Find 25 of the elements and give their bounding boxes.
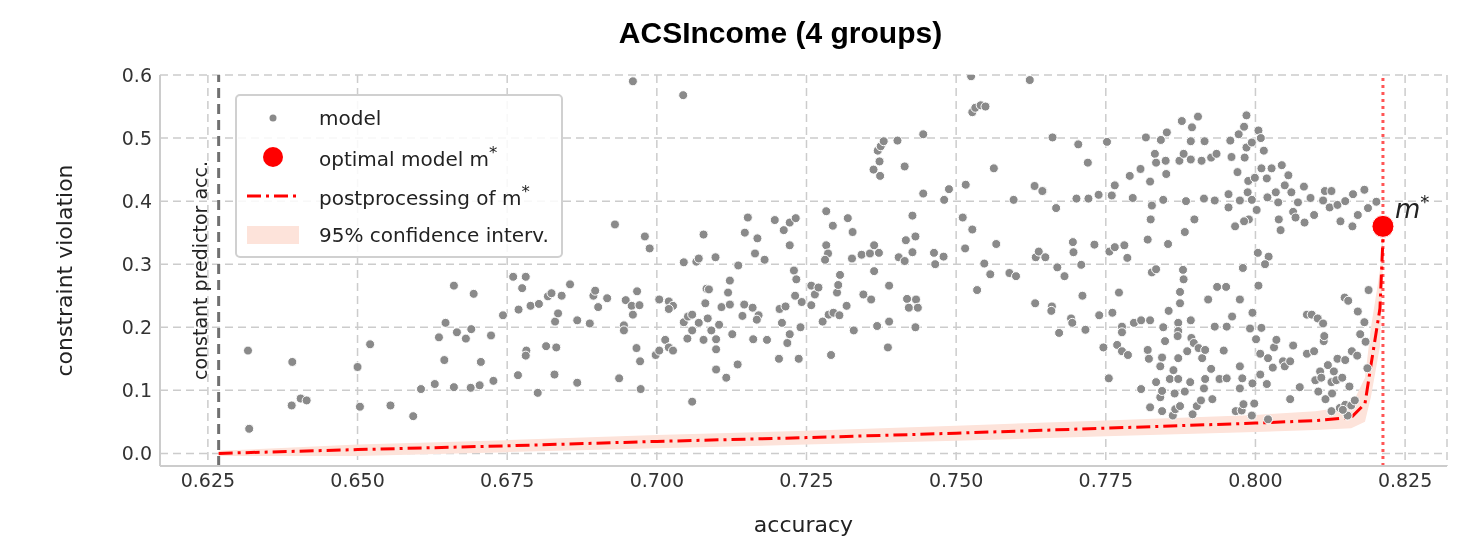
x-tick-label: 0.800 bbox=[1228, 469, 1283, 492]
x-axis-title: accuracy bbox=[753, 512, 854, 537]
x-tick-label: 0.825 bbox=[1377, 469, 1433, 492]
y-tick-label: 0.2 bbox=[121, 316, 152, 338]
chart-title: ACSIncome (4 groups) bbox=[617, 15, 944, 51]
x-tick-label: 0.650 bbox=[330, 469, 385, 492]
legend-label: optimal model m$^{*}$ bbox=[319, 142, 498, 171]
x-tick-label: 0.750 bbox=[928, 469, 984, 492]
x-tick-label: 0.675 bbox=[479, 469, 535, 492]
y-tick-label: 0.5 bbox=[121, 126, 152, 149]
legend-label: 95% confidence interv. bbox=[319, 222, 549, 247]
ref-line-label: constant predictor acc. bbox=[188, 160, 211, 381]
y-tick-label: 0.3 bbox=[121, 252, 152, 275]
y-tick-label: 0.6 bbox=[121, 63, 152, 86]
y-tick-label: 0.0 bbox=[121, 442, 152, 465]
y-tick-label: 0.1 bbox=[121, 379, 152, 402]
legend-label: postprocessing of m$^{*}$ bbox=[319, 181, 530, 210]
x-tick-label: 0.625 bbox=[180, 469, 236, 492]
x-tick-label: 0.700 bbox=[629, 469, 685, 492]
annotation: m$^{*}$ bbox=[1394, 190, 1430, 225]
y-tick-label: 0.4 bbox=[121, 189, 152, 212]
x-tick-label: 0.775 bbox=[1078, 469, 1133, 492]
y-axis-title: constraint violation bbox=[51, 164, 77, 377]
legend-label: model bbox=[319, 105, 382, 130]
x-tick-label: 0.725 bbox=[779, 469, 834, 492]
